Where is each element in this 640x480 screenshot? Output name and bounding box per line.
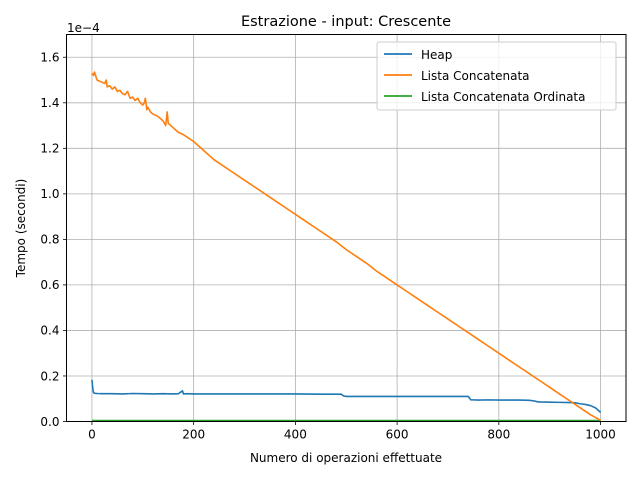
series-line-heap: [91, 379, 602, 413]
chart-title: Estrazione - input: Crescente: [241, 14, 451, 30]
y-tick-label: 1.0: [40, 187, 59, 201]
y-axis-label: Tempo (secondi): [14, 179, 28, 279]
x-tick-label: 1000: [585, 428, 616, 442]
x-tick-label: 800: [487, 428, 510, 442]
y-tick-label: 1.6: [40, 51, 59, 65]
x-tick-label: 400: [284, 428, 307, 442]
y-tick-label: 0.8: [40, 233, 59, 247]
plot-series: [91, 71, 602, 422]
y-tick-label: 1.4: [40, 96, 59, 110]
y-axis-ticks: 0.0 0.2 0.4 0.6 0.8 1.0 1.2 1.4 1.6: [40, 51, 67, 429]
x-tick-label: 0: [88, 428, 96, 442]
y-tick-label: 0.6: [40, 278, 59, 292]
legend-label-heap: Heap: [421, 48, 452, 62]
y-tick-label: 0.4: [40, 324, 59, 338]
legend-label-lista-concatenata-ordinata: Lista Concatenata Ordinata: [421, 90, 585, 104]
x-axis-ticks: 0 200 400 600 800 1000: [88, 421, 616, 442]
x-axis-label: Numero di operazioni effettuate: [250, 451, 442, 465]
legend-box: [376, 41, 617, 111]
y-tick-label: 0.0: [40, 415, 59, 429]
y-tick-label: 1.2: [40, 142, 59, 156]
y-tick-label: 0.2: [40, 369, 59, 383]
y-offset-text: 1e−4: [67, 21, 100, 35]
x-tick-label: 200: [182, 428, 205, 442]
x-tick-label: 600: [386, 428, 409, 442]
legend-label-lista-concatenata: Lista Concatenata: [421, 69, 530, 83]
plot-frame: [66, 34, 627, 422]
legend: Heap Lista Concatenata Lista Concatenata…: [376, 41, 617, 111]
series-line-lista-concatenata: [91, 71, 601, 422]
grid: [66, 34, 626, 422]
